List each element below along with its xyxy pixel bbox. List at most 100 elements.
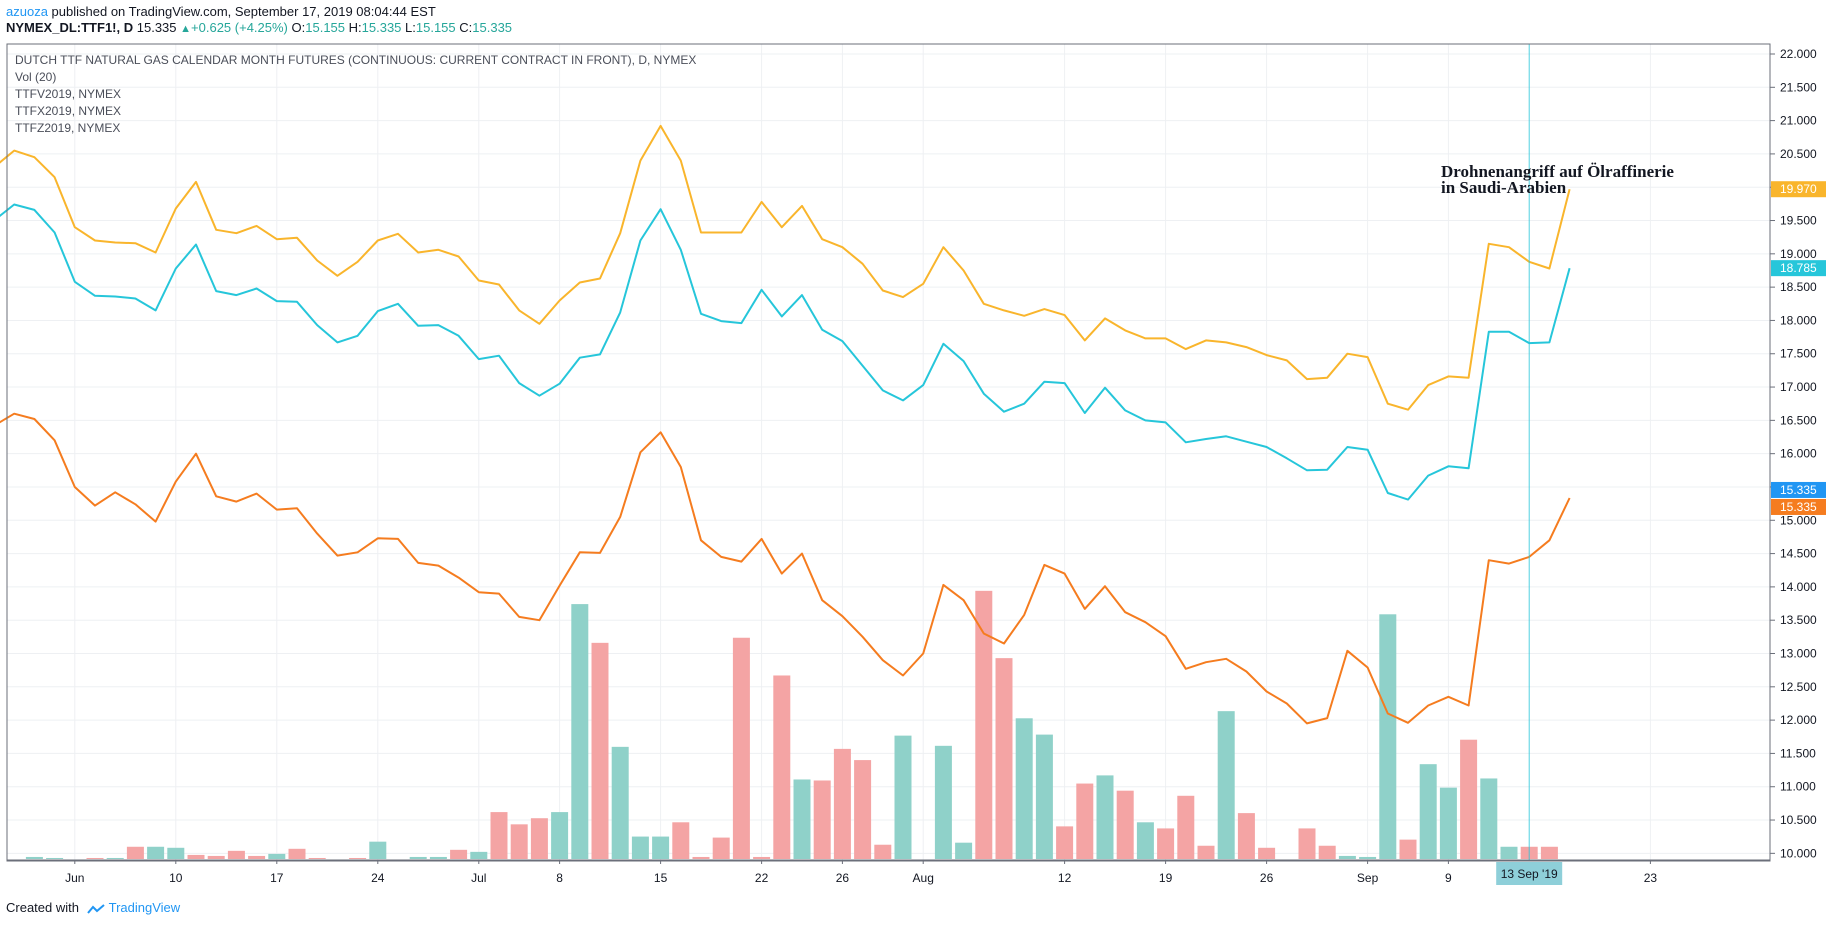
price-label-box xyxy=(1771,260,1826,277)
volume-bar xyxy=(631,836,649,859)
volume-bars xyxy=(25,590,1558,859)
volume-bar xyxy=(248,855,266,859)
volume-bar xyxy=(530,818,548,859)
volume-bar xyxy=(187,854,205,859)
chart-frame xyxy=(6,43,1771,862)
author-link[interactable]: azuoza xyxy=(6,4,48,19)
price-tick-label: 18.500 xyxy=(1780,280,1817,294)
tradingview-link[interactable]: TradingView xyxy=(108,900,181,915)
tradingview-logo-icon xyxy=(86,903,105,914)
volume-bar xyxy=(793,779,811,859)
price-label-text: 18.785 xyxy=(1780,261,1817,275)
legend-series-3: TTFZ2019, NYMEX xyxy=(15,121,120,135)
time-axis[interactable]: Jun 10 17 24 Jul 8 15 22 26 Aug 12 19 26 Sep 9 23 xyxy=(65,860,1657,885)
volume-bar xyxy=(894,735,912,859)
volume-bar xyxy=(551,812,569,859)
time-tick-label: 9 xyxy=(1445,871,1452,885)
time-tick-label: 24 xyxy=(371,871,385,885)
price-label-box xyxy=(1771,498,1826,515)
price-tick-label: 10.000 xyxy=(1780,846,1817,860)
volume-bar xyxy=(86,857,104,859)
price-tick-label: 15.000 xyxy=(1780,513,1817,527)
price-tick-label: 14.000 xyxy=(1780,580,1817,594)
volume-bar xyxy=(227,850,245,859)
volume-bar xyxy=(349,857,367,859)
volume-bar xyxy=(712,837,730,859)
legend-series-1: TTFV2019, NYMEX xyxy=(15,87,121,101)
volume-bar xyxy=(934,745,952,859)
volume-bar xyxy=(611,746,629,859)
time-tick-label: 17 xyxy=(270,871,284,885)
volume-bar xyxy=(854,760,872,859)
price-change: +0.625 (+4.25%) xyxy=(191,20,288,35)
time-tick-label: 26 xyxy=(1260,871,1274,885)
legend-series-2: TTFX2019, NYMEX xyxy=(15,104,121,118)
low-value: 15.155 xyxy=(415,20,456,35)
price-tick-label: 12.500 xyxy=(1780,680,1817,694)
price-axis[interactable]: 10.000 10.500 11.000 11.500 12.000 12.500 13.0… xyxy=(1770,47,1817,860)
legend-volume: Vol (20) xyxy=(15,70,56,84)
volume-bar xyxy=(874,844,892,859)
volume-bar xyxy=(1460,739,1478,859)
up-arrow-icon: ▲ xyxy=(180,23,192,35)
crosshair-date-text: 13 Sep '19 xyxy=(1501,867,1558,881)
price-tick-label: 12.000 xyxy=(1780,713,1817,727)
volume-bar xyxy=(1500,846,1518,859)
annotation-line-2: in Saudi-Arabien xyxy=(1441,178,1567,197)
volume-bar xyxy=(652,836,670,859)
volume-bar xyxy=(1157,828,1175,859)
price-labels: 19.970 18.785 15.335 15.335 xyxy=(1771,181,1826,515)
volume-bar xyxy=(1116,790,1134,859)
volume-bar xyxy=(288,848,306,859)
volume-bar xyxy=(1399,839,1417,859)
price-tick-label: 22.000 xyxy=(1780,47,1817,61)
annotation-line-1: Drohnenangriff auf Ölraffinerie xyxy=(1441,162,1674,181)
volume-bar xyxy=(1480,778,1498,859)
volume-bar xyxy=(147,846,165,859)
volume-bar xyxy=(1439,787,1457,859)
price-tick-label: 20.500 xyxy=(1780,147,1817,161)
high-label: H: xyxy=(348,20,362,35)
symbol-label: NYMEX_DL:TTF1!, D xyxy=(6,20,134,35)
time-tick-label: 15 xyxy=(654,871,668,885)
time-tick-label: 8 xyxy=(556,871,563,885)
volume-bar xyxy=(490,812,508,859)
volume-bar xyxy=(46,857,64,859)
volume-bar xyxy=(268,853,286,859)
price-label-text: 15.335 xyxy=(1780,500,1817,514)
published-line: azuoza published on TradingView.com, Sep… xyxy=(6,4,436,19)
volume-bar xyxy=(25,856,43,859)
volume-bar xyxy=(975,590,993,859)
volume-bar xyxy=(692,856,710,859)
price-tick-label: 17.500 xyxy=(1780,347,1817,361)
close-label: C: xyxy=(459,20,473,35)
volume-bar xyxy=(1359,856,1377,859)
volume-bar xyxy=(409,856,427,859)
high-value: 15.335 xyxy=(361,20,402,35)
open-value: 15.155 xyxy=(305,20,346,35)
time-tick-label: 26 xyxy=(836,871,850,885)
volume-bar xyxy=(1015,718,1033,859)
close-value: 15.335 xyxy=(472,20,513,35)
volume-bar xyxy=(955,842,973,859)
volume-bar xyxy=(833,748,851,859)
volume-bar xyxy=(106,857,124,859)
volume-bar xyxy=(773,675,791,859)
time-tick-label: 12 xyxy=(1058,871,1072,885)
price-tick-label: 13.000 xyxy=(1780,647,1817,661)
volume-bar xyxy=(1056,826,1074,859)
price-tick-label: 16.000 xyxy=(1780,447,1817,461)
volume-bar xyxy=(1258,847,1276,859)
time-tick-label: Aug xyxy=(913,871,934,885)
time-tick-label: 23 xyxy=(1644,871,1658,885)
series-line xyxy=(0,412,1571,725)
price-tick-label: 11.500 xyxy=(1780,746,1816,760)
price-tick-label: 21.500 xyxy=(1780,80,1817,94)
series-line xyxy=(0,124,1571,411)
open-label: O: xyxy=(291,20,306,35)
volume-bar xyxy=(429,856,447,859)
time-tick-label: Jul xyxy=(471,871,486,885)
price-tick-label: 17.000 xyxy=(1780,380,1817,394)
volume-bar xyxy=(995,658,1013,859)
